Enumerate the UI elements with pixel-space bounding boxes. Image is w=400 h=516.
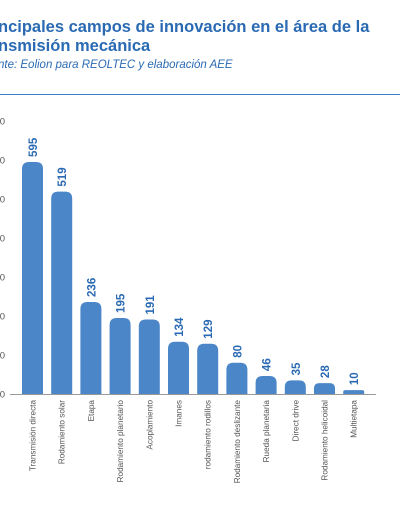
bar <box>109 317 131 394</box>
bar <box>343 390 365 394</box>
chart-title-line-2: nsmisión mecánica <box>0 37 151 55</box>
y-tick-label: 0 <box>0 390 5 401</box>
category-label: Transmisión directa <box>29 400 38 472</box>
bar <box>226 362 248 394</box>
bar <box>197 343 219 394</box>
bar <box>51 191 73 394</box>
bar-value-label: 28 <box>320 365 332 378</box>
bar-value-label: 46 <box>262 358 274 371</box>
chart-source: nte: Eolion para REOLTEC y elaboración A… <box>0 59 233 71</box>
bar-value-label: 195 <box>116 293 128 313</box>
bar <box>255 376 277 394</box>
bar <box>284 380 306 394</box>
bar-value-label: 134 <box>174 317 186 337</box>
bar <box>138 319 160 394</box>
y-tick-label: 0 <box>0 195 5 206</box>
bar-chart: 0 0 0 0 0 0 0 0 595 Transmisión directa 519 Rodamie… <box>0 117 376 484</box>
bar-value-label: 595 <box>28 137 40 157</box>
category-label: Direct drive <box>291 400 300 442</box>
y-tick-label: 0 <box>0 273 5 284</box>
y-tick-label: 0 <box>0 351 5 362</box>
bar <box>80 301 102 394</box>
y-tick-label: 0 <box>0 156 5 167</box>
chart-title-line-1: ncipales campos de innovación en el área… <box>0 18 370 36</box>
bar <box>168 341 189 394</box>
title-divider <box>0 94 400 95</box>
bar-value-label: 191 <box>145 295 157 315</box>
category-label: Acoplamiento <box>145 400 154 450</box>
bar-value-label: 129 <box>203 320 215 339</box>
category-label: Rodamiento solar <box>58 400 67 464</box>
category-label: Multietapa <box>350 400 359 438</box>
y-tick-label: 0 <box>0 117 5 128</box>
category-label: rodamiento rodillos <box>204 400 213 469</box>
bar <box>314 383 335 394</box>
bar-value-label: 35 <box>291 362 303 375</box>
bar <box>22 161 43 394</box>
category-label: Rueda planetaria <box>262 400 271 463</box>
bar-value-label: 236 <box>86 278 98 297</box>
bar-value-label: 519 <box>57 167 69 186</box>
category-label: Rodamiento deslizante <box>233 400 242 484</box>
category-label: Rodamiento helicoidal <box>321 400 330 481</box>
chart-title: ncipales campos de innovación en el área… <box>0 18 398 56</box>
y-tick-label: 0 <box>0 234 5 245</box>
bar-value-label: 10 <box>349 372 361 385</box>
category-label: Imanes <box>175 400 184 427</box>
category-label: Rodamiento planetario <box>116 400 125 483</box>
bar-value-label: 80 <box>232 345 244 358</box>
y-tick-label: 0 <box>0 312 5 323</box>
category-label: Etapa <box>87 400 96 422</box>
